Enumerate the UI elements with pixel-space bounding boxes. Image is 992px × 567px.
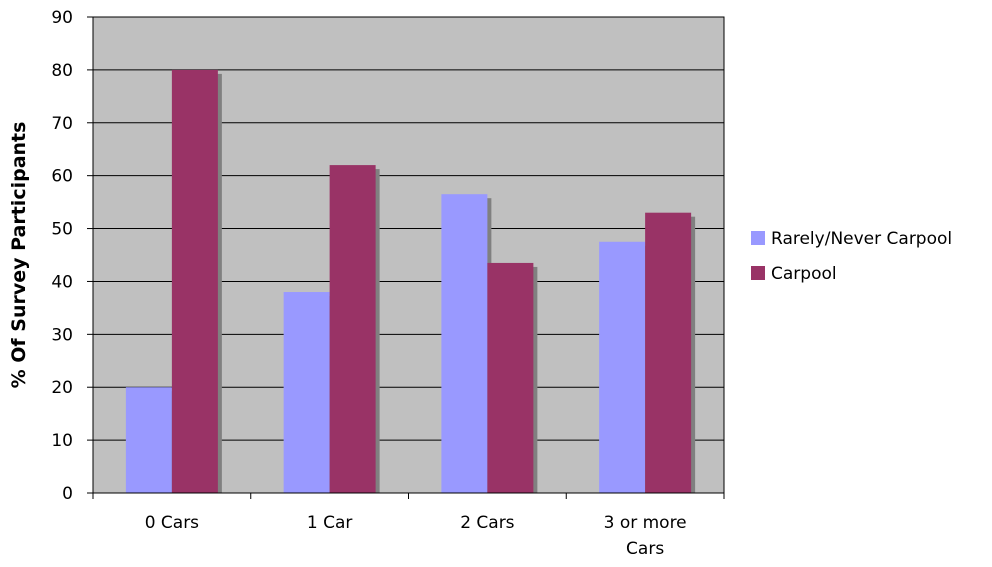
bar [599, 241, 646, 493]
y-tick-label: 60 [51, 167, 73, 187]
y-tick-label: 50 [51, 220, 73, 240]
legend-label: Rarely/Never Carpool [771, 229, 952, 249]
y-tick-label: 80 [51, 61, 73, 81]
x-category-label: 2 Cars [460, 513, 514, 533]
bar [125, 387, 172, 493]
bar [283, 292, 330, 493]
y-tick-label: 40 [51, 272, 73, 292]
bar [171, 69, 218, 493]
bar [329, 165, 376, 494]
legend: Rarely/Never Carpool Carpool [751, 229, 952, 284]
bar [645, 212, 692, 493]
y-tick-label: 90 [51, 8, 73, 28]
bar [487, 262, 534, 493]
y-tick-label: 20 [51, 378, 73, 398]
x-category-label: 0 Cars [145, 513, 199, 533]
x-category-label: 3 or more Cars [604, 513, 687, 559]
x-axis-ticks: 0 Cars 1 Car 2 Cars 3 or more Cars [92, 493, 725, 559]
y-axis-ticks: 0 10 20 30 40 50 60 70 80 90 [51, 8, 93, 504]
y-tick-label: 70 [51, 114, 73, 134]
bars [125, 69, 696, 494]
y-axis-title: % Of Survey Participants [8, 122, 30, 389]
x-category-label: 1 Car [307, 513, 353, 533]
y-tick-label: 30 [51, 325, 73, 345]
legend-label: Carpool [771, 264, 837, 284]
bar [441, 194, 488, 493]
legend-swatch [751, 266, 765, 280]
legend-swatch [751, 231, 765, 245]
y-tick-label: 10 [51, 431, 73, 451]
y-tick-label: 0 [62, 484, 73, 504]
